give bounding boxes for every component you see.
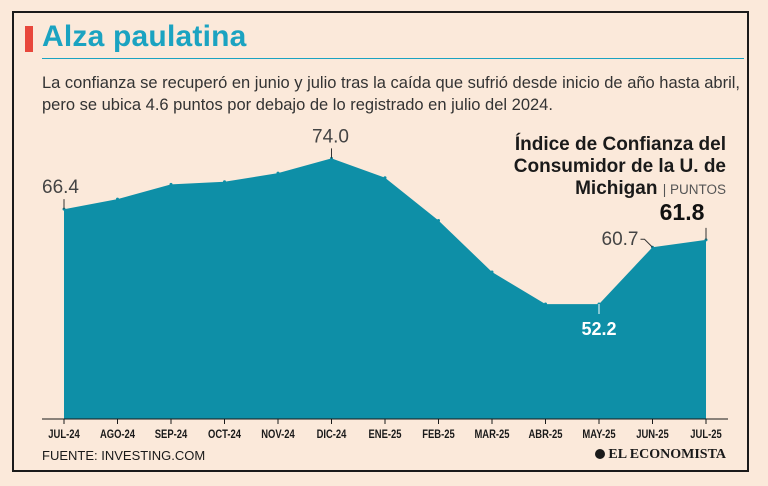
data-point [169, 182, 173, 186]
x-tick-label: JUL-25 [690, 428, 722, 441]
x-tick-label: ABR-25 [528, 428, 562, 441]
area-series [64, 158, 706, 419]
chart-title-line-3-text: Michigan [575, 178, 658, 199]
x-tick-label: FEB-25 [422, 428, 455, 441]
x-tick-label: AGO-24 [100, 428, 135, 441]
chart-subtitle: La confianza se recuperó en junio y juli… [42, 74, 741, 114]
data-label: 66.4 [42, 177, 79, 198]
x-tick-label: NOV-24 [261, 428, 295, 441]
x-tick-label: ENE-25 [369, 428, 402, 441]
data-label: 52.2 [581, 319, 616, 339]
x-tick-label: SEP-24 [155, 428, 188, 441]
data-point [223, 180, 226, 184]
data-point [490, 270, 494, 274]
x-tick-label: OCT-24 [208, 428, 241, 441]
data-point [544, 302, 547, 306]
units-label: | PUNTOS [662, 182, 726, 197]
brand-name: EL ECONOMISTA [608, 447, 726, 462]
chart-headline: Alza paulatina [42, 20, 247, 53]
chart-title-line-3: Michigan | PUNTOS [514, 178, 726, 201]
brand-logo: EL ECONOMISTA [595, 447, 726, 463]
brand-logo-icon [595, 449, 606, 459]
figure-frame [12, 11, 749, 472]
data-point [383, 176, 387, 180]
data-label: 61.8 [660, 199, 705, 225]
label-leader [640, 238, 653, 248]
x-tick-label: MAY-25 [582, 428, 615, 441]
data-point [276, 171, 280, 175]
chart-title-line-1: Índice de Confianza del [514, 134, 726, 155]
units-text: PUNTOS [669, 182, 726, 197]
x-tick-label: JUN-25 [636, 428, 669, 441]
x-tick-label: MAR-25 [474, 428, 509, 441]
title-divider [42, 58, 744, 59]
x-tick-label: JUL-24 [48, 428, 80, 441]
data-label: 74.0 [312, 126, 349, 147]
chart-title: Índice de Confianza del Consumidor de la… [514, 134, 726, 201]
data-label: 60.7 [602, 229, 639, 250]
title-accent-bar [25, 26, 33, 52]
data-point [437, 219, 440, 223]
source-note: FUENTE: INVESTING.COM [42, 448, 206, 463]
chart-title-line-2: Consumidor de la U. de [513, 156, 726, 177]
x-tick-label: DIC-24 [317, 428, 347, 441]
data-point [116, 197, 119, 201]
